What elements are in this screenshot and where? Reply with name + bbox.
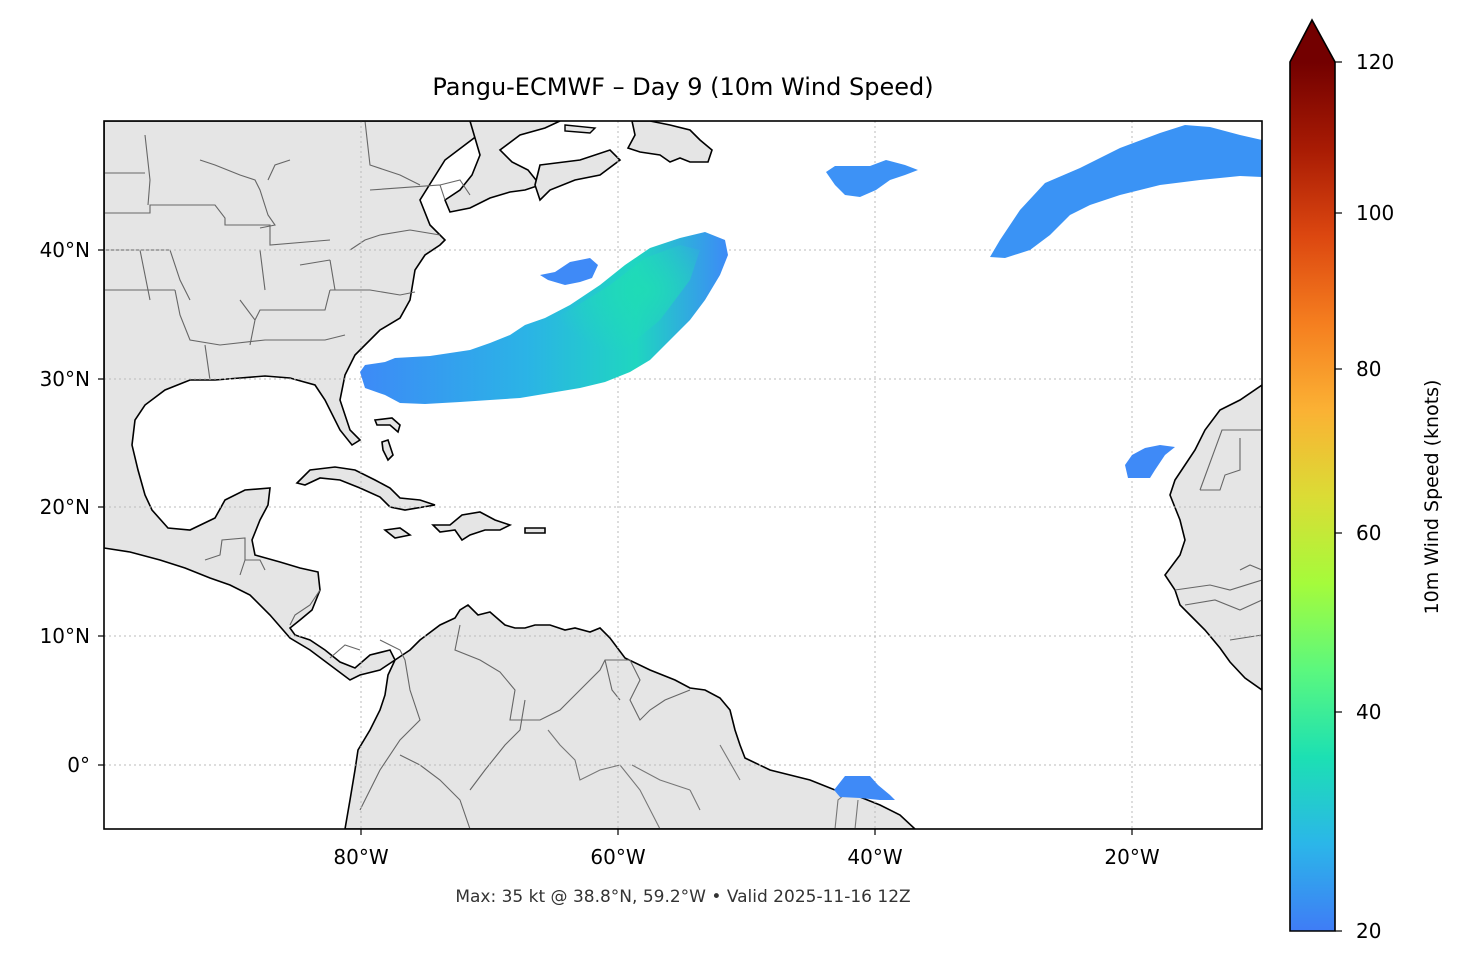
land-newfoundland <box>626 121 713 163</box>
land-pei <box>564 124 597 134</box>
x-tick-label: 80°W <box>333 845 389 869</box>
y-tick-label: 30°N <box>39 367 90 391</box>
map-area <box>104 121 1262 829</box>
land-cuba <box>295 466 436 511</box>
colorbar-tick-label: 20 <box>1356 919 1382 943</box>
max-wind-caption: Max: 35 kt @ 38.8°N, 59.2°W • Valid 2025… <box>455 887 911 907</box>
y-tick-label: 0° <box>67 753 90 777</box>
colorbar-tick-label: 80 <box>1356 357 1382 381</box>
map-frame <box>103 120 1263 830</box>
land-west-africa <box>1164 384 1262 691</box>
land-nova-scotia-peninsula <box>534 149 622 202</box>
state-borders <box>104 121 1262 829</box>
land-nova-scotia <box>444 121 561 213</box>
colorbar <box>1289 18 1342 932</box>
wind-speed-field <box>360 125 1262 800</box>
gridlines <box>104 121 1262 829</box>
colorbar-label: 10m Wind Speed (knots) <box>1421 379 1443 615</box>
y-tick-label: 20°N <box>39 495 90 519</box>
y-tick-label: 10°N <box>39 624 90 648</box>
colorbar-tick-label: 40 <box>1356 700 1382 724</box>
wind-region-west-africa <box>1125 445 1175 478</box>
colorbar-tick-label: 120 <box>1356 50 1395 74</box>
chart-title: Pangu-ECMWF – Day 9 (10m Wind Speed) <box>432 73 934 101</box>
land-bahamas <box>373 417 401 462</box>
x-tick-label: 40°W <box>847 845 903 869</box>
y-tick-label: 40°N <box>39 238 90 262</box>
land-south-america <box>344 603 917 829</box>
land-hispaniola <box>431 511 513 542</box>
wind-region-central-atlantic <box>826 160 918 197</box>
axis-ticks <box>98 249 1133 835</box>
colorbar-tick-label: 100 <box>1356 201 1395 225</box>
colorbar-extend-arrow <box>1290 20 1335 62</box>
x-tick-label: 60°W <box>590 845 646 869</box>
wind-region-small-patch <box>540 258 598 285</box>
colorbar-tick-label: 60 <box>1356 521 1382 545</box>
wind-region-northeast-atlantic <box>990 125 1262 258</box>
wind-region-ne-brazil <box>834 776 895 800</box>
land-puerto-rico <box>524 527 546 534</box>
x-tick-label: 20°W <box>1104 845 1160 869</box>
land-jamaica <box>383 527 412 539</box>
land-north-america <box>104 121 480 681</box>
